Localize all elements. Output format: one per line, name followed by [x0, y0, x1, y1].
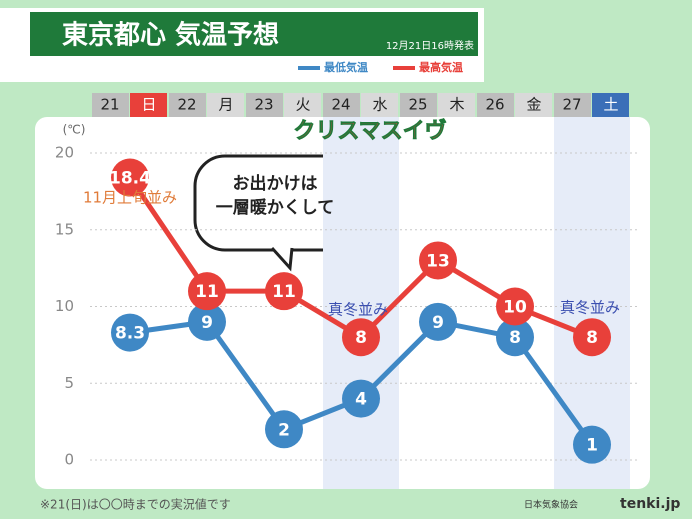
- footnote: ※21(日)は〇〇時までの実況値です: [40, 497, 231, 512]
- value-label: 18.4: [109, 169, 151, 189]
- weekday-label: 火: [295, 96, 310, 114]
- value-label: 11: [272, 282, 296, 302]
- day-box: [477, 93, 514, 117]
- weekday-box: [592, 93, 629, 117]
- credit: 日本気象協会: [524, 499, 578, 511]
- day-box: [246, 93, 283, 117]
- data-point: [496, 318, 534, 357]
- data-point: [496, 287, 534, 326]
- data-point: [265, 410, 303, 449]
- bubble-tail: [270, 246, 294, 272]
- weekday-box: [361, 93, 398, 117]
- data-point: [111, 158, 149, 197]
- legend-swatch: [393, 66, 415, 70]
- value-label: 13: [426, 251, 450, 271]
- weekday-box: [207, 93, 244, 117]
- y-tick-label: 20: [55, 144, 74, 162]
- y-unit: (℃): [63, 123, 86, 137]
- weekday-label: 水: [372, 96, 387, 114]
- brand: tenki.jp: [620, 496, 680, 512]
- data-point: [419, 241, 457, 280]
- data-point: [265, 272, 303, 311]
- y-tick-label: 10: [55, 297, 74, 315]
- chart-title: 東京都心 気温予想: [62, 20, 279, 51]
- weekday-box: [438, 93, 475, 117]
- annotation: 真冬並み: [328, 301, 388, 319]
- data-point: [419, 302, 457, 341]
- value-label: 8: [586, 328, 598, 348]
- annotation: クリスマスイヴ: [293, 118, 446, 144]
- data-point: [188, 272, 226, 311]
- y-tick-label: 15: [55, 220, 74, 238]
- day-box: [554, 93, 591, 117]
- column-shade: [323, 117, 399, 489]
- weekday-label: 日: [141, 96, 156, 114]
- value-label: 1: [586, 436, 598, 456]
- day-label: 21: [100, 96, 119, 114]
- weekday-label: 土: [603, 96, 618, 114]
- value-label: 4: [355, 390, 367, 410]
- legend-swatch: [298, 66, 320, 70]
- annotation: 11月上旬並み: [83, 189, 177, 207]
- title-band: [30, 12, 478, 56]
- data-point: [188, 302, 226, 341]
- annotation: お出かけは: [233, 173, 318, 194]
- data-point: [573, 425, 611, 464]
- day-box: [323, 93, 360, 117]
- value-label: 9: [201, 313, 213, 333]
- day-box: [400, 93, 437, 117]
- data-point: [342, 318, 380, 357]
- day-box: [92, 93, 129, 117]
- value-label: 2: [278, 420, 290, 440]
- data-point: [342, 379, 380, 418]
- y-tick-label: 5: [64, 374, 74, 392]
- annotation: 一層暖かくして: [216, 197, 335, 218]
- weekday-label: 金: [526, 96, 541, 114]
- y-tick-label: 0: [64, 451, 74, 469]
- weekday-box: [130, 93, 167, 117]
- weekday-label: 月: [218, 96, 233, 114]
- day-label: 26: [485, 96, 504, 114]
- day-label: 23: [254, 96, 273, 114]
- annotation: 真冬並み: [560, 299, 620, 317]
- weekday-box: [515, 93, 552, 117]
- value-label: 8: [509, 328, 521, 348]
- value-label: 8.3: [115, 324, 145, 344]
- day-label: 27: [562, 96, 581, 114]
- data-point: [573, 318, 611, 357]
- value-label: 9: [432, 313, 444, 333]
- issued: 12月21日16時発表: [386, 39, 474, 52]
- day-label: 24: [331, 96, 350, 114]
- value-label: 11: [195, 282, 219, 302]
- legend-label: 最低気温: [324, 60, 368, 74]
- value-label: 10: [503, 298, 527, 318]
- weekday-label: 木: [449, 96, 464, 114]
- data-point: [111, 313, 149, 352]
- value-label: 8: [355, 328, 367, 348]
- day-label: 22: [177, 96, 196, 114]
- legend-label: 最高気温: [419, 60, 463, 74]
- day-label: 25: [408, 96, 427, 114]
- weekday-box: [284, 93, 321, 117]
- day-box: [169, 93, 206, 117]
